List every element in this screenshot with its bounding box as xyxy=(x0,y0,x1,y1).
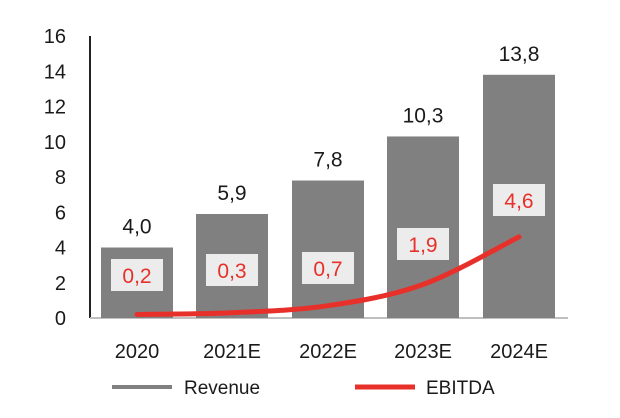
ebitda-label-box xyxy=(302,252,354,284)
x-category-label: 2021E xyxy=(203,341,261,363)
ebitda-value-label: 0,2 xyxy=(111,259,163,291)
ebitda-label-box xyxy=(493,184,545,216)
y-tick-label: 12 xyxy=(44,97,66,119)
ebitda-value-label: 0,3 xyxy=(206,254,258,286)
ebitda-label-text: 4,6 xyxy=(504,190,533,213)
ebitda-value-label: 0,7 xyxy=(302,252,354,284)
ebitda-value-label: 4,6 xyxy=(493,184,545,216)
legend: Revenue EBITDA xyxy=(112,378,495,399)
legend-ebitda-label: EBITDA xyxy=(426,378,495,399)
x-category-label: 2023E xyxy=(394,341,452,363)
y-tick-label: 4 xyxy=(55,238,66,260)
y-tick-label: 0 xyxy=(55,308,66,330)
ebitda-label-text: 1,9 xyxy=(408,234,437,257)
ebitda-label-text: 0,2 xyxy=(122,265,151,288)
revenue-value-label: 4,0 xyxy=(122,216,151,239)
ebitda-line xyxy=(134,234,522,317)
y-tick-label: 14 xyxy=(44,61,66,83)
x-category-label: 2022E xyxy=(299,341,357,363)
y-tick-label: 2 xyxy=(55,273,66,295)
ebitda-value-labels: 0,2 0,3 0,7 1,9 4,6 xyxy=(111,184,545,291)
revenue-bar xyxy=(292,180,364,318)
y-tick-label: 8 xyxy=(55,167,66,189)
x-category-label: 2024E xyxy=(490,341,548,363)
revenue-value-label: 7,8 xyxy=(313,149,342,172)
ebitda-label-box xyxy=(111,259,163,291)
ebitda-value-label: 1,9 xyxy=(397,228,449,260)
ebitda-label-box xyxy=(397,228,449,260)
y-axis-ticks: 0 2 4 6 8 10 12 14 16 xyxy=(44,26,66,330)
revenue-bar xyxy=(387,136,459,318)
revenue-value-label: 10,3 xyxy=(403,104,444,127)
x-category-label: 2020 xyxy=(115,341,160,363)
ebitda-label-text: 0,3 xyxy=(217,260,246,283)
x-axis-categories: 2020 2021E 2022E 2023E 2024E xyxy=(115,341,548,363)
y-tick-label: 10 xyxy=(44,132,66,154)
y-tick-label: 6 xyxy=(55,202,66,224)
revenue-value-label: 13,8 xyxy=(499,43,540,66)
ebitda-label-text: 0,7 xyxy=(313,258,342,281)
y-tick-label: 16 xyxy=(44,26,66,48)
ebitda-label-box xyxy=(206,254,258,286)
revenue-value-label: 5,9 xyxy=(217,182,246,205)
revenue-value-labels: 4,0 5,9 7,8 10,3 13,8 xyxy=(122,43,539,239)
legend-revenue-label: Revenue xyxy=(184,378,260,399)
